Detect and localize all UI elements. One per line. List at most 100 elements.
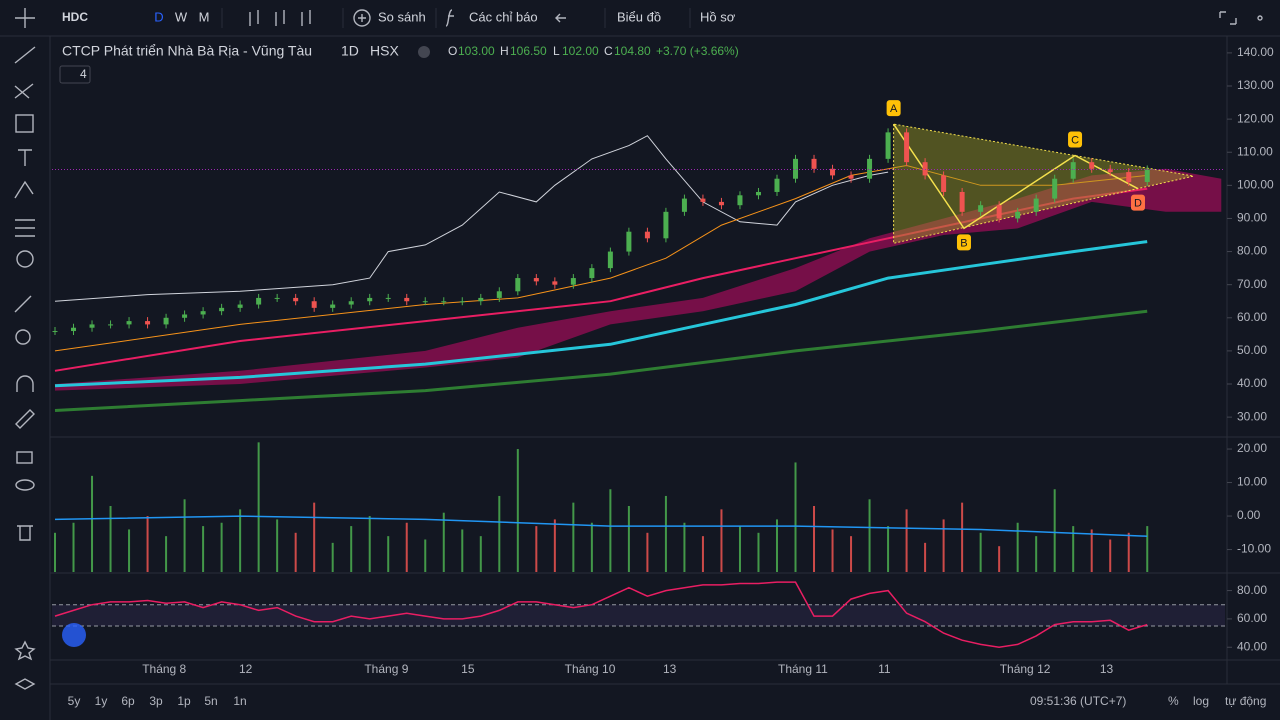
- legend-toggle[interactable]: [418, 46, 430, 58]
- moving-average: [54, 240, 1148, 388]
- volume-bar: [424, 539, 427, 572]
- volume-bar: [516, 449, 519, 572]
- candle: [1015, 211, 1021, 219]
- candle: [978, 205, 984, 212]
- volume-bar: [331, 542, 334, 572]
- pattern-label: A: [890, 103, 898, 115]
- volume-bar: [1127, 532, 1130, 572]
- volume-bar: [165, 536, 168, 572]
- volume-bar: [276, 519, 279, 572]
- indicator-box[interactable]: [59, 65, 91, 84]
- range-button[interactable]: 5n: [204, 694, 217, 708]
- volume-bar: [775, 519, 778, 572]
- candle: [71, 327, 77, 332]
- volume-bar: [646, 532, 649, 572]
- volume-bar: [350, 526, 353, 572]
- percent-toggle[interactable]: %: [1168, 694, 1179, 708]
- y-tick-label: -10.00: [1237, 542, 1271, 556]
- y-tick-label: 130.00: [1237, 78, 1274, 92]
- indicators-button[interactable]: Các chỉ báo: [469, 9, 538, 24]
- volume-bar: [757, 532, 760, 572]
- volume-bar: [1146, 526, 1149, 572]
- candle: [737, 195, 743, 206]
- candle: [200, 311, 206, 315]
- x-tick-label: 11: [878, 662, 891, 676]
- log-toggle[interactable]: log: [1193, 694, 1209, 708]
- volume-bar: [553, 519, 556, 572]
- volume-bar: [109, 506, 112, 572]
- candle: [385, 297, 391, 299]
- compare-button[interactable]: So sánh: [378, 9, 426, 24]
- range-button[interactable]: 6p: [121, 694, 135, 708]
- moving-average: [54, 187, 1148, 372]
- range-button[interactable]: 3p: [149, 694, 163, 708]
- chart-menu[interactable]: Biểu đồ: [617, 9, 661, 24]
- volume-bar: [924, 542, 927, 572]
- candle: [1089, 162, 1095, 169]
- y-tick-label: 100.00: [1237, 178, 1274, 192]
- range-button[interactable]: 1p: [177, 694, 191, 708]
- candle: [552, 281, 558, 285]
- volume-bar: [942, 519, 945, 572]
- volume-bar: [998, 546, 1001, 572]
- volume-bar: [887, 526, 890, 572]
- x-tick-label: 13: [663, 662, 677, 676]
- sidebar-tools[interactable]: [14, 8, 36, 690]
- candle: [589, 268, 595, 279]
- candle: [459, 301, 465, 303]
- candle: [570, 278, 576, 285]
- interval-button[interactable]: M: [199, 9, 210, 24]
- candle: [755, 191, 761, 196]
- range-button[interactable]: 1n: [233, 694, 246, 708]
- ohlc-value: 102.00: [562, 44, 599, 58]
- profile-menu[interactable]: Hồ sơ: [700, 9, 736, 24]
- clock: 09:51:36 (UTC+7): [1030, 694, 1126, 708]
- ohlc-value: 104.80: [614, 44, 651, 58]
- y-tick-label: 70.00: [1237, 277, 1267, 291]
- indicator-count[interactable]: 4: [80, 67, 87, 81]
- pattern-label: B: [960, 237, 967, 249]
- volume-bar: [1072, 526, 1075, 572]
- candle: [348, 301, 354, 305]
- volume-bar: [590, 522, 593, 572]
- y-tick-label: 50.00: [1237, 343, 1267, 357]
- logo[interactable]: [62, 623, 86, 647]
- candle: [681, 198, 687, 212]
- auto-toggle[interactable]: tự động: [1225, 694, 1266, 708]
- y-tick-label: 60.00: [1237, 310, 1267, 324]
- x-tick-label: Tháng 8: [142, 662, 186, 676]
- interval-button[interactable]: D: [154, 9, 163, 24]
- candle: [163, 317, 169, 325]
- volume-bar: [961, 502, 964, 572]
- candle: [89, 324, 95, 328]
- candle: [793, 158, 799, 179]
- range-button[interactable]: 5y: [68, 694, 81, 708]
- moving-average: [54, 309, 1148, 412]
- price-change: +3.70 (+3.66%): [656, 44, 739, 58]
- volume-bar: [535, 526, 538, 572]
- candle: [422, 301, 428, 303]
- candle: [330, 304, 336, 308]
- pattern-line: [892, 123, 1139, 230]
- pattern-label-box: [1130, 194, 1145, 211]
- volume-bar: [850, 536, 853, 572]
- candle: [478, 297, 484, 302]
- candle: [1052, 178, 1058, 199]
- volume-bar: [313, 502, 316, 572]
- ohlc-key: C: [604, 44, 613, 58]
- volume-bar: [813, 506, 816, 572]
- interval-button[interactable]: W: [175, 9, 188, 24]
- candle: [219, 307, 225, 312]
- y-tick-label: 60.00: [1237, 611, 1267, 625]
- pattern-label: D: [1134, 198, 1142, 210]
- candle: [1033, 198, 1039, 212]
- candle: [811, 158, 817, 169]
- toolbar-icons[interactable]: [249, 9, 1263, 27]
- y-tick-label: 10.00: [1237, 475, 1267, 489]
- symbol[interactable]: HDC: [62, 10, 88, 24]
- volume-bar: [91, 475, 94, 572]
- candle: [1107, 168, 1113, 173]
- volume-bar: [442, 512, 445, 572]
- range-button[interactable]: 1y: [95, 694, 108, 708]
